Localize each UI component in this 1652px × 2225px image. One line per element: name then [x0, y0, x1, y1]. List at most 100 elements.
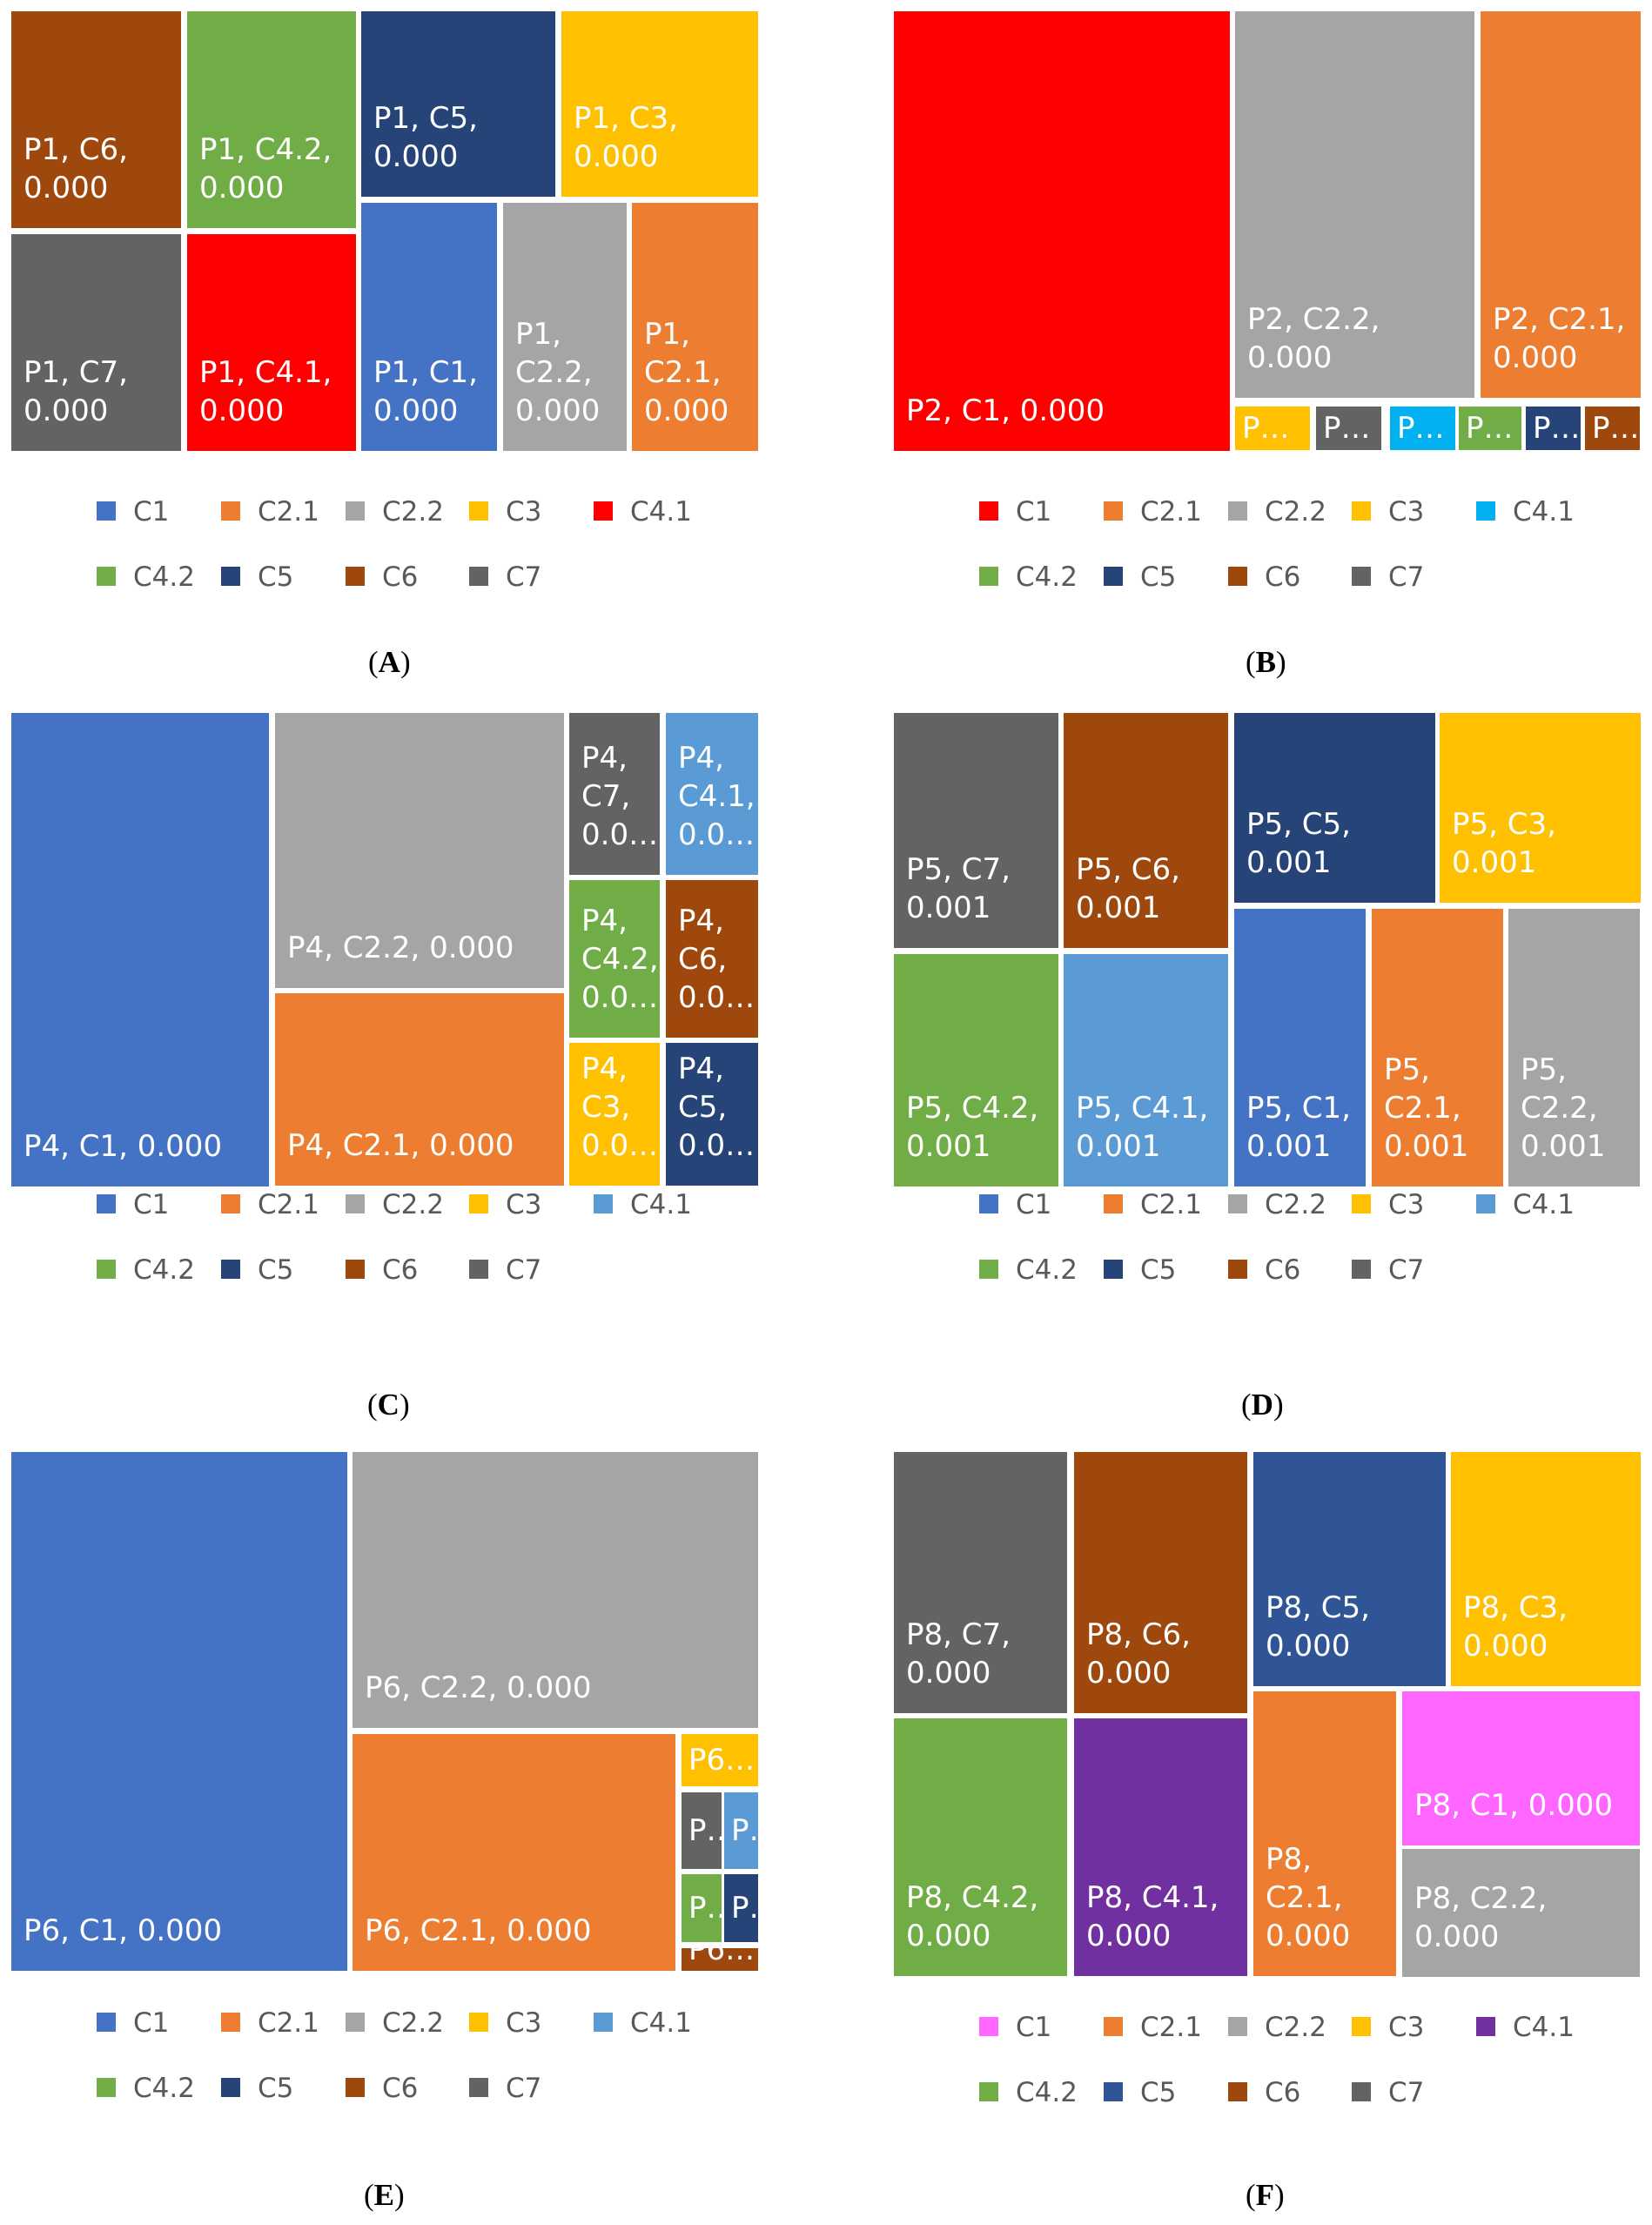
legend-swatch	[221, 501, 240, 521]
panel-caption: (F)	[1246, 2178, 1285, 2212]
treemap-tile-c6: P8, C6, 0.000	[1074, 1452, 1247, 1713]
legend-swatch	[979, 501, 998, 521]
treemap-tile-c7: P…	[682, 1792, 722, 1869]
legend-swatch	[594, 2013, 613, 2032]
tile-label: P…	[1533, 411, 1581, 446]
legend-swatch	[469, 2078, 488, 2097]
tile-label: P1, C6, 0.000	[24, 132, 128, 205]
legend-swatch	[1476, 501, 1495, 521]
legend-swatch	[221, 1260, 240, 1279]
legend-label: C4.1	[630, 496, 692, 528]
legend-swatch	[346, 567, 365, 586]
legend-label: C5	[1140, 1254, 1177, 1286]
legend-swatch	[97, 2013, 116, 2032]
legend-label: C7	[1388, 2077, 1425, 2108]
treemap-tile-c1: P4, C1, 0.000	[11, 713, 269, 1186]
legend-label: C7	[1388, 561, 1425, 593]
legend-swatch	[979, 1260, 998, 1279]
legend-label: C7	[506, 1254, 542, 1286]
legend-label: C6	[382, 561, 419, 593]
panel-caption: (D)	[1241, 1388, 1284, 1422]
legend-swatch	[346, 1260, 365, 1279]
legend-label: C4.2	[133, 2073, 195, 2104]
legend-label: C2.2	[382, 1189, 444, 1220]
legend-swatch	[1228, 1260, 1247, 1279]
legend-label: C2.1	[1140, 496, 1202, 528]
treemap-tile-c1: P5, C1, 0.001	[1234, 909, 1366, 1186]
legend-swatch	[97, 1260, 116, 1279]
treemap-tile-c3: P1, C3, 0.000	[561, 11, 758, 197]
treemap-tile-c2-2: P2, C2.2, 0.000	[1235, 11, 1474, 398]
legend-label: C4.2	[133, 561, 195, 593]
legend-label: C4.1	[1513, 496, 1575, 528]
legend-label: C1	[133, 2007, 170, 2039]
legend-label: C4.1	[630, 1189, 692, 1220]
tile-label: P4, C3, 0.0…	[581, 1052, 659, 1163]
legend-label: C3	[506, 2007, 542, 2039]
tile-label: P…	[731, 1813, 758, 1848]
treemap-tile-c2-1: P5, C2.1, 0.001	[1372, 909, 1503, 1186]
tile-label: P5, C2.2, 0.001	[1521, 1052, 1606, 1164]
tile-label: P2, C2.2, 0.000	[1247, 302, 1380, 375]
treemap-tile-c3: P6…	[682, 1734, 758, 1786]
legend-label: C7	[1388, 1254, 1425, 1286]
tile-label: P…	[1242, 411, 1290, 446]
tile-label: P6…	[688, 1948, 755, 1967]
panel-caption: (E)	[364, 2178, 405, 2212]
legend-swatch	[979, 2082, 998, 2101]
tile-label: P4, C4.1, 0.0…	[678, 741, 755, 852]
legend-label: C1	[1016, 2012, 1052, 2043]
tile-label: P…	[1397, 411, 1445, 446]
tile-label: P4, C4.2, 0.0…	[581, 904, 659, 1015]
tile-label: P2, C2.1, 0.000	[1493, 302, 1626, 375]
legend-label: C1	[1016, 1189, 1052, 1220]
tile-label: P5, C4.2, 0.001	[906, 1091, 1039, 1164]
legend-swatch	[469, 2013, 488, 2032]
legend-label: C2.1	[1140, 2012, 1202, 2043]
treemap-tile-c7: P5, C7, 0.001	[894, 713, 1058, 948]
caption-letter: B	[1255, 645, 1277, 679]
treemap-tile-c3: P5, C3, 0.001	[1440, 713, 1641, 903]
treemap-tile-c2-1: P6, C2.1, 0.000	[353, 1734, 675, 1971]
legend-label: C4.1	[630, 2007, 692, 2039]
treemap-tile-c6: P5, C6, 0.001	[1064, 713, 1228, 948]
legend-swatch	[1352, 501, 1371, 521]
tile-label: P1, C3, 0.000	[574, 101, 678, 174]
treemap-tile-c2-2: P8, C2.2, 0.000	[1402, 1849, 1640, 1977]
panel-caption: (C)	[367, 1388, 410, 1422]
tile-label: P1, C2.1, 0.000	[644, 317, 729, 428]
legend-swatch	[221, 2013, 240, 2032]
caption-letter: F	[1255, 2178, 1275, 2212]
legend-label: C3	[1388, 1189, 1425, 1220]
legend-label: C2.1	[258, 2007, 319, 2039]
legend-swatch	[1104, 2082, 1123, 2101]
tile-label: P4, C6, 0.0…	[678, 904, 755, 1015]
treemap-tile-c4-1: P1, C4.1, 0.000	[187, 234, 356, 451]
legend-swatch	[1352, 1194, 1371, 1213]
treemap-tile-c4-2: P4, C4.2, 0.0…	[569, 880, 660, 1038]
treemap-tile-c4-1: P5, C4.1, 0.001	[1064, 954, 1228, 1186]
tile-label: P1, C5, 0.000	[373, 101, 478, 174]
tile-label: P6, C2.2, 0.000	[365, 1670, 592, 1705]
legend-label: C2.2	[382, 2007, 444, 2039]
legend-label: C3	[1388, 496, 1425, 528]
legend-label: C5	[1140, 2077, 1177, 2108]
tile-label: P4, C7, 0.0…	[581, 741, 659, 852]
treemap-tile-c3: P4, C3, 0.0…	[569, 1043, 660, 1186]
treemap-tile-c5: P…	[1526, 407, 1581, 450]
legend-swatch	[1352, 1260, 1371, 1279]
legend-label: C4.1	[1513, 1189, 1575, 1220]
treemap-tile-c5: P…	[724, 1874, 758, 1942]
treemap-tile-c4-2: P8, C4.2, 0.000	[894, 1718, 1067, 1976]
legend-swatch	[979, 1194, 998, 1213]
tile-label: P8, C1, 0.000	[1414, 1788, 1614, 1823]
legend-swatch	[1228, 2082, 1247, 2101]
tile-label: P…	[1592, 411, 1640, 446]
legend-swatch	[221, 2078, 240, 2097]
tile-label: P1, C1, 0.000	[373, 355, 478, 428]
treemap-tile-c1: P2, C1, 0.000	[894, 11, 1230, 451]
treemap-tile-c2-2: P4, C2.2, 0.000	[275, 713, 564, 988]
legend-label: C3	[506, 1189, 542, 1220]
legend-label: C1	[1016, 496, 1052, 528]
treemap-tile-c5: P4, C5, 0.0…	[666, 1043, 758, 1186]
